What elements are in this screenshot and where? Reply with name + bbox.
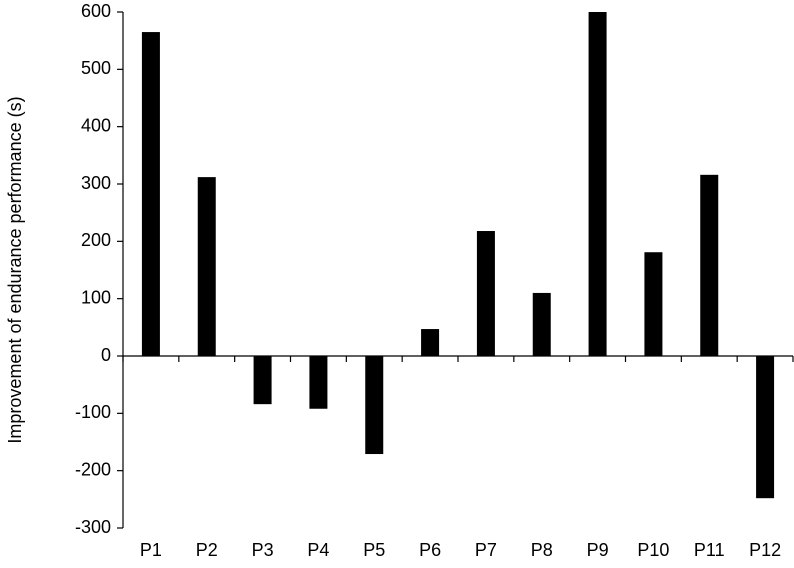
x-tick-label: P6	[419, 540, 441, 560]
y-tick-label: -300	[75, 517, 111, 537]
y-tick-label: 0	[101, 345, 111, 365]
x-tick-label: P1	[140, 540, 162, 560]
bar	[309, 356, 328, 409]
y-tick-label: -100	[75, 402, 111, 422]
bar	[700, 174, 719, 356]
x-tick-label: P9	[587, 540, 609, 560]
x-tick-label: P11	[694, 540, 725, 560]
y-tick-label: -200	[75, 459, 111, 479]
y-tick-label: 300	[81, 173, 111, 193]
x-tick-label: P2	[196, 540, 218, 560]
x-tick-label: P7	[475, 540, 497, 560]
bar	[197, 177, 216, 356]
bar	[141, 32, 160, 357]
bar	[756, 356, 775, 499]
y-tick-label: 400	[81, 115, 111, 135]
x-tick-label: P8	[531, 540, 553, 560]
y-axis-label: Improvement of endurance performance (s)	[5, 96, 25, 443]
x-tick-label: P12	[749, 540, 781, 560]
x-tick-label: P5	[363, 540, 385, 560]
bar	[588, 12, 607, 356]
y-tick-label: 600	[81, 1, 111, 21]
x-tick-label: P4	[307, 540, 329, 560]
bar	[644, 252, 663, 356]
x-tick-label: P10	[637, 540, 669, 560]
bar	[253, 356, 272, 405]
bar	[421, 329, 440, 356]
x-tick-label: P3	[252, 540, 274, 560]
bar	[365, 356, 384, 455]
y-tick-label: 100	[81, 287, 111, 307]
y-tick-label: 200	[81, 230, 111, 250]
bar	[476, 231, 495, 356]
y-tick-label: 500	[81, 58, 111, 78]
bar	[532, 292, 551, 356]
